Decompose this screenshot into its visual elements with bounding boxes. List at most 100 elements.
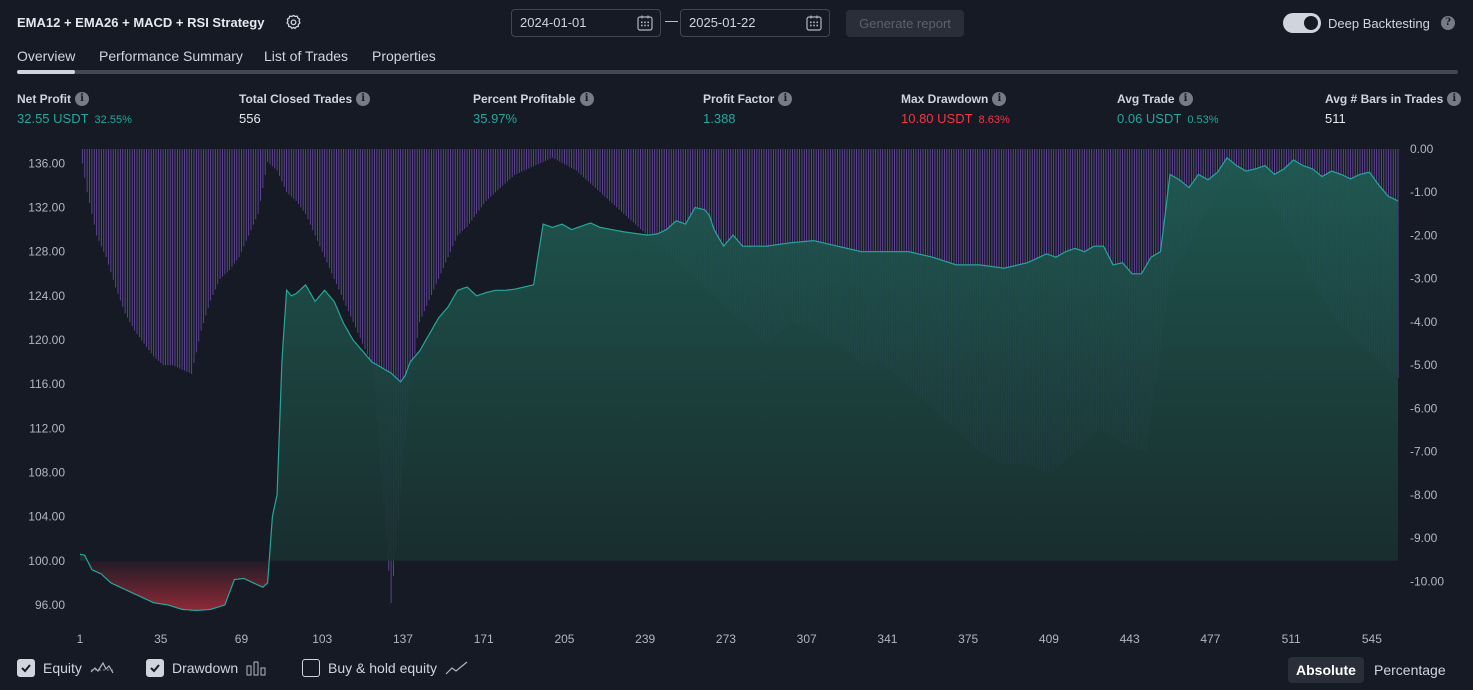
legend-drawdown[interactable]: Drawdown [146,659,266,677]
x-tick-label: 477 [1200,632,1220,646]
y-left-tick-label: 136.00 [28,156,65,170]
y-axis-left: 136.00 132.00 128.00 124.00 120.00 116.00 112.… [28,156,65,612]
y-right-tick-label: -6.00 [1410,401,1438,415]
equity-line-icon [90,661,114,674]
y-right-tick-label: -5.00 [1410,358,1438,372]
deep-backtesting-toggle[interactable] [1283,13,1321,33]
x-tick-label: 1 [77,632,84,646]
x-tick-label: 545 [1362,632,1382,646]
metric-value: 32.55 USDT [17,111,89,126]
y-left-tick-label: 128.00 [28,245,65,259]
info-icon[interactable]: i [1447,92,1462,106]
y-left-tick-label: 104.00 [28,510,65,524]
metric-subvalue: 8.63% [978,114,1010,126]
y-left-tick-label: 108.00 [28,465,65,479]
x-tick-label: 273 [716,632,736,646]
tab-overview[interactable]: Overview [17,48,76,64]
y-right-tick-label: -3.00 [1410,272,1438,286]
x-tick-label: 171 [474,632,494,646]
metric-subvalue: 0.53% [1187,114,1219,126]
y-right-tick-label: -9.00 [1410,531,1438,545]
legend-label: Equity [43,660,82,676]
report-tabs: Overview Performance Summary List of Tra… [0,46,1473,76]
info-icon[interactable]: i [75,92,89,106]
y-right-tick-label: -2.00 [1410,228,1438,242]
calendar-icon[interactable] [636,14,654,32]
buy-hold-checkbox[interactable] [302,659,320,677]
date-from-value: 2024-01-01 [520,15,587,30]
help-icon[interactable]: ? [1441,16,1455,30]
metric-value: 556 [239,111,261,126]
tab-properties[interactable]: Properties [372,48,436,64]
x-tick-label: 35 [154,632,168,646]
x-tick-label: 511 [1282,632,1301,646]
metric-max-drawdown: Max Drawdown i 10.80 USDT 8.63% [901,92,1010,126]
x-tick-label: 341 [877,632,897,646]
info-icon[interactable]: i [992,92,1007,106]
metric-percent-profitable: Percent Profitable i 35.97% [473,92,594,126]
buy-hold-line-icon [445,661,468,675]
metric-label: Total Closed Trades [239,92,353,106]
tab-list-of-trades[interactable]: List of Trades [264,48,349,64]
y-left-tick-label: 124.00 [28,289,65,303]
y-right-tick-label: -8.00 [1410,488,1438,502]
metric-value: 10.80 USDT [901,111,973,126]
metric-value: 35.97% [473,111,518,126]
settings-gear-icon[interactable] [285,14,302,31]
equity-checkbox[interactable] [17,659,35,677]
date-to-input[interactable]: 2025-01-22 [680,9,830,37]
y-right-tick-label: 0.00 [1410,142,1434,156]
percentage-view-button[interactable]: Percentage [1374,662,1446,678]
info-icon[interactable]: i [356,92,371,106]
y-right-tick-label: -10.00 [1410,574,1444,588]
y-left-tick-label: 116.00 [29,377,65,391]
date-to-value: 2025-01-22 [689,15,756,30]
info-icon[interactable]: i [778,92,793,106]
x-tick-label: 409 [1039,632,1059,646]
toggle-knob [1304,16,1318,30]
chart-legend: Equity Drawdown Buy & hold equity Absolu… [0,655,1473,685]
metric-subvalue: 32.55% [94,114,132,126]
x-tick-label: 443 [1120,632,1140,646]
x-tick-label: 137 [393,632,413,646]
x-tick-label: 307 [797,632,817,646]
tab-performance-summary[interactable]: Performance Summary [99,48,243,64]
generate-report-button[interactable]: Generate report [846,10,964,37]
metric-label: Avg # Bars in Trades [1325,92,1444,106]
x-tick-label: 375 [958,632,978,646]
metric-label: Percent Profitable [473,92,576,106]
metric-label: Max Drawdown [901,92,989,106]
x-tick-label: 69 [235,632,249,646]
y-right-tick-label: -1.00 [1410,185,1438,199]
deep-backtesting-label: Deep Backtesting [1328,16,1430,31]
absolute-view-button[interactable]: Absolute [1288,657,1364,683]
y-left-tick-label: 132.00 [28,201,65,215]
metric-net-profit: Net Profit i 32.55 USDT 32.55% [17,92,132,126]
y-left-tick-label: 120.00 [28,333,65,347]
equity-profit-area [80,157,1398,561]
info-icon[interactable]: i [579,92,594,106]
y-right-tick-label: -7.00 [1410,445,1438,459]
metric-total-closed-trades: Total Closed Trades i 556 [239,92,371,126]
x-axis: 1 35 69 103 137 171 205 239 273 307 341 375 409 443 47… [77,632,1383,646]
info-icon[interactable]: i [1178,92,1193,106]
tabs-track [17,70,1458,74]
equity-series [79,156,1399,612]
drawdown-checkbox[interactable] [146,659,164,677]
equity-drawdown-chart[interactable]: 136.00 132.00 128.00 124.00 120.00 116.00 112.… [0,140,1473,652]
metric-value: 1.388 [703,111,736,126]
legend-equity[interactable]: Equity [17,659,114,677]
metric-value: 511 [1325,111,1346,126]
calendar-icon[interactable] [805,14,823,32]
legend-label: Drawdown [172,660,239,676]
equity-loss-area [80,560,1398,611]
metric-avg-bars: Avg # Bars in Trades i 511 [1325,92,1462,126]
metric-avg-trade: Avg Trade i 0.06 USDT 0.53% [1117,92,1219,126]
date-from-input[interactable]: 2024-01-01 [511,9,661,37]
date-range-separator: — [665,13,678,28]
y-axis-right: 0.00 -1.00 -2.00 -3.00 -4.00 -5.00 -6.00 -7.00 -… [1410,142,1444,588]
legend-buy-hold-equity[interactable]: Buy & hold equity [302,659,469,677]
metric-label: Avg Trade [1117,92,1175,106]
x-tick-label: 103 [312,632,332,646]
metric-value: 0.06 USDT [1117,111,1182,126]
